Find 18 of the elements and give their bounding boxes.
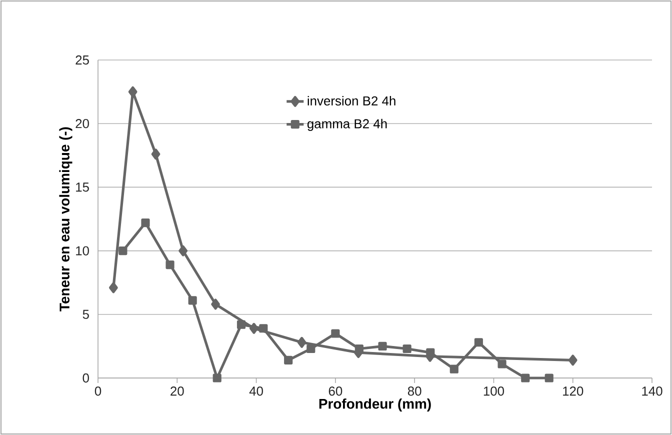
x-tick-label: 80 [408,386,422,396]
x-tick-label: 20 [170,386,184,396]
legend-label: inversion B2 4h [308,96,396,106]
x-tick-label: 40 [249,386,263,396]
x-tick-label: 140 [642,386,662,396]
legend-label: gamma B2 4h [307,118,387,131]
x-tick-label: 120 [563,386,584,396]
y-tick-label: 0 [82,373,89,383]
y-axis-title: Teneur en eau volumique (-) [59,127,72,312]
x-tick-label: 0 [94,386,102,396]
y-tick-label: 20 [76,119,89,128]
y-tick-label: 15 [76,182,89,192]
y-tick-label: 5 [82,310,89,319]
x-axis-title: Profondeur (mm) [319,398,431,412]
x-tick-label: 100 [484,386,504,396]
x-tick-label: 60 [328,386,342,396]
y-tick-label: 25 [76,55,89,65]
y-tick-label: 10 [76,246,89,256]
